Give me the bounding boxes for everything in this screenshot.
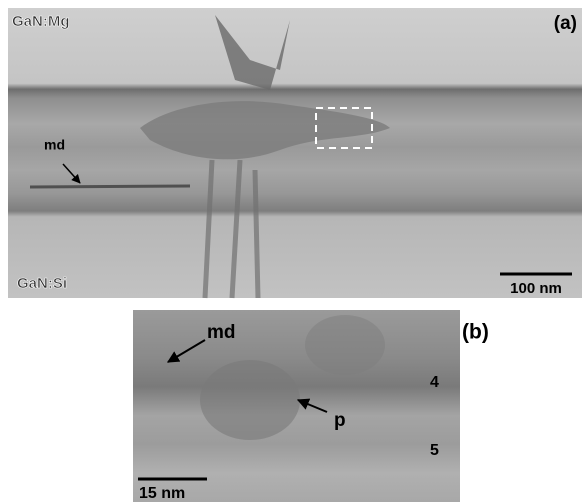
layer-label: GaN:Mg — [12, 13, 70, 30]
figure: GaN:Mg (a) md GaN:Si 100 nm md p 4 5 15 … — [0, 0, 582, 502]
panel-label: (a) — [554, 13, 577, 34]
misfit-line — [30, 186, 190, 187]
scale-label: 100 nm — [510, 280, 562, 297]
micrograph-a — [8, 8, 582, 298]
shadow — [305, 315, 385, 375]
precipitate-label: p — [334, 410, 346, 431]
panel-a: GaN:Mg (a) md GaN:Si 100 nm — [8, 8, 582, 298]
precipitate — [200, 360, 300, 440]
layer-label: GaN:Si — [17, 275, 67, 292]
layer-number: 4 — [430, 374, 439, 391]
scale-label: 15 nm — [139, 485, 185, 502]
defect-label: md — [207, 322, 236, 343]
panel-label: (b) — [462, 321, 489, 344]
panel-b: md p 4 5 15 nm (b) — [133, 310, 489, 502]
defect-label: md — [44, 137, 65, 153]
layer-number: 5 — [430, 442, 439, 459]
